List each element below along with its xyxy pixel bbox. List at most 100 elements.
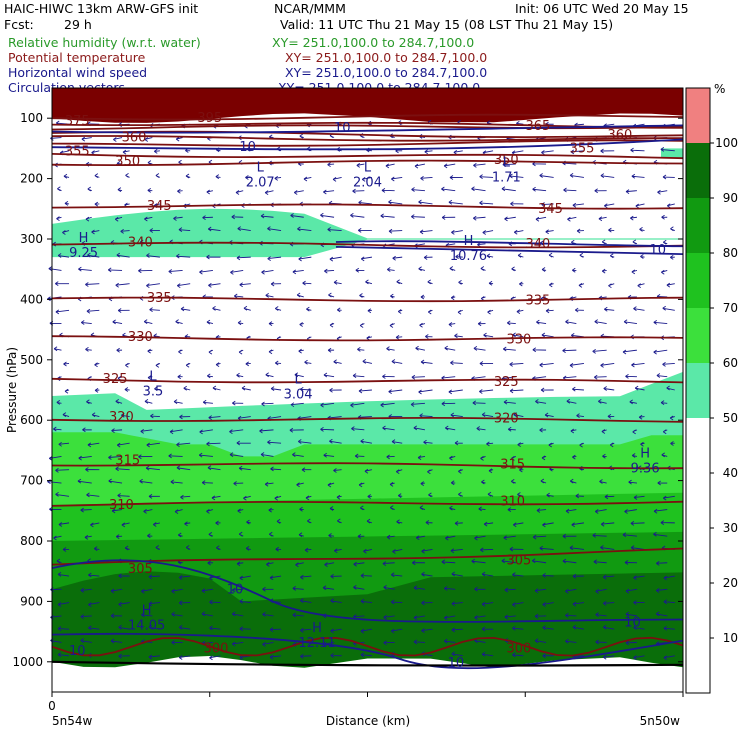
wind-vector xyxy=(57,186,62,192)
title-center: NCAR/MMM xyxy=(274,1,346,16)
wind-vector xyxy=(640,254,645,259)
wind-vector xyxy=(421,548,433,554)
wind-vector xyxy=(362,359,373,364)
wind-vector xyxy=(486,441,494,447)
wind-vector xyxy=(511,455,516,461)
wind-vector xyxy=(87,442,100,448)
wind-vector xyxy=(178,575,191,580)
wind-vector xyxy=(397,493,403,498)
wind-vector xyxy=(229,429,244,434)
wind-vector xyxy=(176,283,191,289)
wind-vector xyxy=(262,642,274,647)
wind-vector xyxy=(633,575,645,581)
wind-vector xyxy=(147,188,153,193)
wind-vector xyxy=(152,522,161,527)
theta-contour-300 xyxy=(51,636,684,657)
wind-vector xyxy=(171,611,183,617)
wind-vector xyxy=(632,429,638,435)
wind-vector xyxy=(206,441,221,447)
wind-vector xyxy=(594,509,607,514)
x-right-location: 5n50w xyxy=(640,714,681,728)
colorbar-tick-label: 20 xyxy=(723,576,738,590)
wind-vector xyxy=(474,586,486,592)
wind-vector xyxy=(236,440,251,446)
wind-vector xyxy=(299,506,304,512)
colorbar-frame xyxy=(685,87,711,694)
wind-speed-label: 10 xyxy=(227,582,244,597)
wind-vector xyxy=(269,627,282,632)
wind-vector xyxy=(333,279,342,285)
wind-vector xyxy=(352,373,365,379)
wind-vector xyxy=(666,385,675,391)
wind-vector xyxy=(640,441,645,447)
theta-label: 395 xyxy=(197,111,222,126)
wind-vector xyxy=(503,399,516,405)
wind-vector xyxy=(149,228,160,233)
contour-labels: 395 375 360 355 365 360 355 350 350 345 345 340 340 3… xyxy=(65,111,666,671)
extremum-marker: L xyxy=(503,156,511,171)
wind-vector xyxy=(206,189,214,195)
colorbar: % 100 90 80 70 60 50 40 30 20 10 xyxy=(685,82,738,694)
wind-vector xyxy=(539,173,554,178)
wind-vector xyxy=(274,175,282,181)
extremum-value: 9.25 xyxy=(69,246,98,261)
wind-vector xyxy=(625,189,637,195)
wind-vector xyxy=(177,532,183,538)
fcst-label: Fcst: xyxy=(4,17,34,32)
wind-vector xyxy=(358,482,365,488)
wind-vector xyxy=(604,203,615,209)
colorbar-segment xyxy=(686,253,710,308)
wind-vector xyxy=(542,653,554,659)
wind-vector xyxy=(454,333,463,339)
wind-vector xyxy=(483,332,494,338)
wind-vector xyxy=(178,159,183,165)
wind-vector xyxy=(267,226,282,231)
wind-speed-contour xyxy=(51,124,684,134)
wind-vector xyxy=(599,479,607,484)
wind-vector xyxy=(602,654,615,660)
wind-vector xyxy=(78,455,92,461)
wind-vector xyxy=(386,346,395,352)
wind-vector xyxy=(304,547,312,553)
wind-vector xyxy=(57,652,70,657)
wind-vector xyxy=(238,465,251,471)
wind-vector xyxy=(601,429,607,434)
wind-vector xyxy=(81,136,92,142)
wind-vector xyxy=(353,585,365,590)
wind-vector xyxy=(125,173,130,178)
y-tick-label: 700 xyxy=(20,474,43,488)
wind-vector xyxy=(269,654,282,660)
wind-speed-contour xyxy=(51,632,684,670)
wind-vector xyxy=(260,452,274,457)
wind-vector xyxy=(84,535,92,540)
wind-vector xyxy=(300,627,312,633)
wind-vector xyxy=(80,320,92,325)
wind-vector xyxy=(666,203,675,209)
wind-vector xyxy=(450,480,456,486)
wind-vector xyxy=(477,321,486,327)
wind-vector xyxy=(266,562,274,567)
wind-vector xyxy=(150,413,160,419)
wind-vector xyxy=(630,545,645,550)
wind-vector xyxy=(212,385,221,391)
wind-vector xyxy=(479,361,494,366)
wind-vector xyxy=(290,402,304,408)
colorbar-tick-label: 90 xyxy=(723,191,738,205)
rh-band-top xyxy=(52,88,683,123)
wind-vector xyxy=(88,625,100,631)
wind-vector xyxy=(570,149,584,155)
theta-label: 325 xyxy=(494,375,519,390)
wind-vector xyxy=(298,439,312,444)
wind-vector xyxy=(415,345,426,351)
wind-vector xyxy=(91,412,100,418)
wind-vector xyxy=(669,255,675,260)
wind-vector xyxy=(420,481,425,487)
wind-vector xyxy=(637,283,645,288)
wind-vector xyxy=(624,560,637,565)
wind-vector xyxy=(78,266,92,272)
wind-vector xyxy=(387,267,395,272)
wind-speed-contour xyxy=(335,240,684,248)
wind-vector xyxy=(55,281,70,287)
wind-vector xyxy=(328,533,335,538)
wind-vector xyxy=(594,319,607,325)
